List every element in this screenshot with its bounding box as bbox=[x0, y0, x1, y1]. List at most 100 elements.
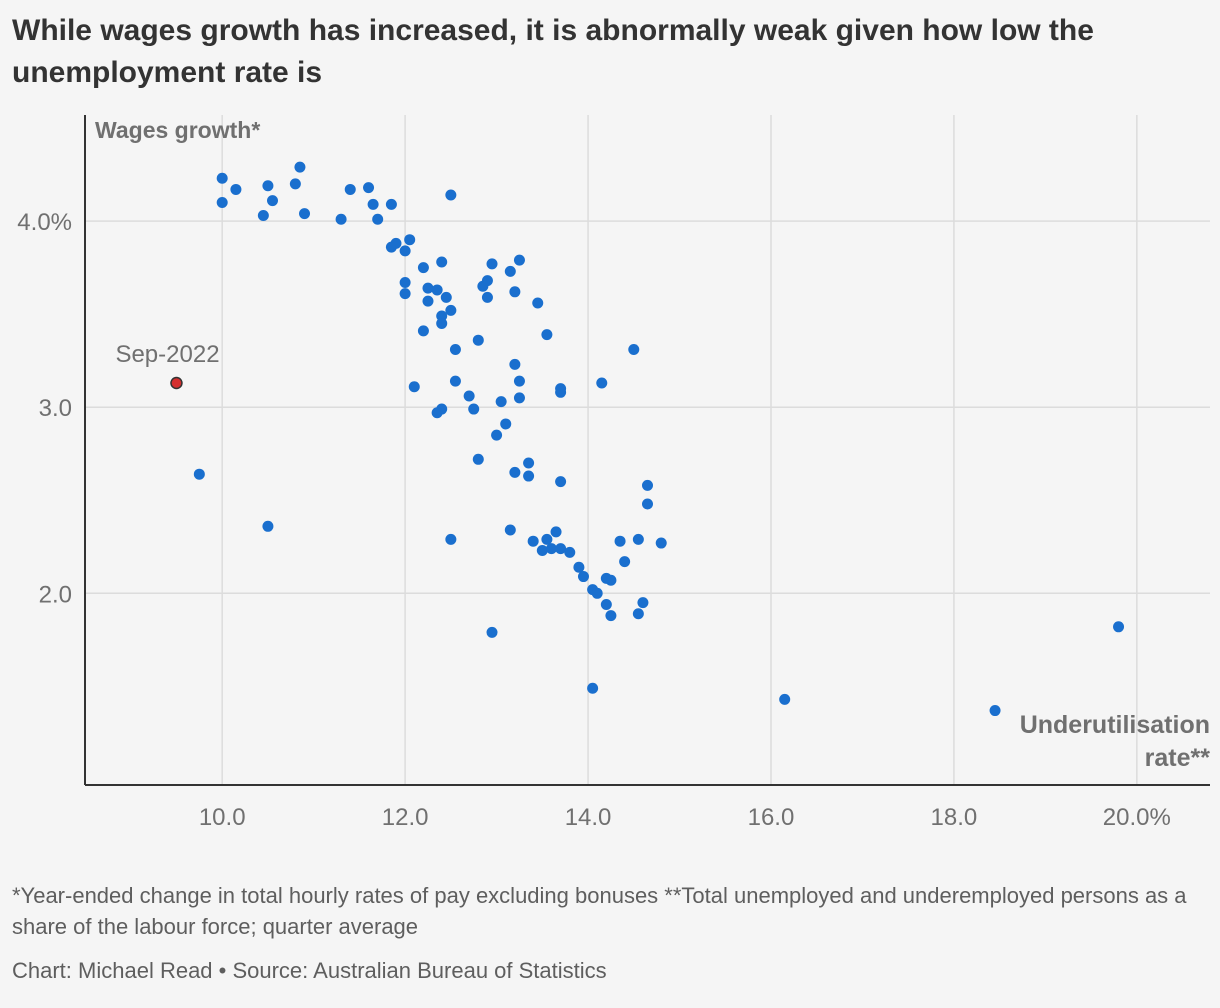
data-point bbox=[367, 198, 379, 210]
data-point bbox=[481, 291, 493, 303]
data-point bbox=[513, 375, 525, 387]
data-points bbox=[170, 161, 1125, 717]
data-point bbox=[417, 262, 429, 274]
data-point bbox=[523, 457, 535, 469]
data-point bbox=[216, 172, 228, 184]
data-point bbox=[463, 390, 475, 402]
data-point bbox=[573, 561, 585, 573]
data-point bbox=[632, 608, 644, 620]
x-tick-label: 12.0 bbox=[382, 804, 429, 831]
data-point bbox=[230, 183, 242, 195]
data-point bbox=[619, 556, 631, 568]
data-point bbox=[262, 180, 274, 192]
data-point bbox=[591, 587, 603, 599]
data-point bbox=[344, 183, 356, 195]
y-tick-label: 4.0% bbox=[17, 209, 72, 236]
data-point bbox=[779, 693, 791, 705]
data-point bbox=[294, 161, 306, 173]
data-point bbox=[404, 234, 416, 246]
data-point bbox=[509, 358, 521, 370]
data-point bbox=[431, 407, 443, 419]
data-point bbox=[614, 535, 626, 547]
data-point bbox=[436, 256, 448, 268]
data-point bbox=[390, 237, 402, 249]
data-point bbox=[408, 381, 420, 393]
data-point bbox=[637, 597, 649, 609]
data-point bbox=[491, 429, 503, 441]
data-point bbox=[541, 533, 553, 545]
chart-title: While wages growth has increased, it is … bbox=[12, 14, 1094, 89]
data-point bbox=[500, 418, 512, 430]
data-point bbox=[431, 284, 443, 296]
x-tick-label: 10.0 bbox=[199, 804, 246, 831]
data-point bbox=[527, 535, 539, 547]
data-point bbox=[989, 705, 1001, 717]
x-tick-label: 20.0% bbox=[1103, 804, 1171, 831]
data-point bbox=[509, 466, 521, 478]
x-tick-label: 16.0 bbox=[748, 804, 795, 831]
data-point bbox=[555, 476, 567, 488]
data-point bbox=[555, 386, 567, 398]
data-point bbox=[449, 375, 461, 387]
x-tick-label: 18.0 bbox=[931, 804, 978, 831]
axes bbox=[84, 115, 1210, 786]
data-point bbox=[642, 498, 653, 510]
chart-credit: Chart: Michael Read • Source: Australian… bbox=[12, 958, 607, 983]
annotations: Sep-2022 Wages growth* Underutilisation rat… bbox=[95, 117, 1210, 772]
data-point bbox=[372, 213, 384, 225]
x-axis-label: rate** bbox=[1145, 744, 1211, 772]
data-point bbox=[605, 574, 617, 586]
data-point bbox=[532, 297, 544, 309]
data-point bbox=[422, 295, 434, 307]
data-point bbox=[600, 598, 612, 610]
data-point bbox=[385, 198, 397, 210]
data-point bbox=[422, 282, 434, 294]
data-point bbox=[262, 520, 274, 532]
y-tick-label: 3.0 bbox=[39, 395, 72, 422]
data-point bbox=[545, 543, 557, 555]
data-point bbox=[440, 291, 452, 303]
data-point bbox=[445, 304, 457, 316]
data-point bbox=[481, 275, 493, 287]
data-point bbox=[513, 392, 525, 404]
data-point bbox=[399, 277, 411, 288]
data-point bbox=[541, 329, 553, 341]
y-axis-label: Wages growth* bbox=[95, 117, 260, 143]
data-point bbox=[257, 210, 269, 221]
data-point bbox=[504, 524, 516, 536]
data-point bbox=[550, 526, 562, 538]
data-point bbox=[363, 182, 375, 194]
data-point bbox=[605, 610, 617, 622]
data-point bbox=[596, 377, 608, 389]
data-point bbox=[486, 258, 498, 270]
data-point bbox=[577, 571, 589, 583]
data-point bbox=[1113, 621, 1125, 633]
data-point bbox=[335, 213, 347, 225]
data-point bbox=[555, 543, 567, 555]
x-axis-label: Underutilisation bbox=[1020, 711, 1210, 739]
scatter-chart: 10.0 12.0 14.0 16.0 18.0 20.0% 2.0 3.0 4.0% Sep-… bbox=[17, 115, 1210, 831]
data-point bbox=[299, 208, 311, 220]
data-point bbox=[449, 344, 461, 355]
data-point bbox=[513, 254, 525, 266]
data-point bbox=[445, 533, 457, 545]
gridlines bbox=[85, 115, 1210, 785]
data-point bbox=[193, 468, 205, 480]
footnote: *Year-ended change in total hourly rates… bbox=[12, 883, 1187, 939]
data-point bbox=[642, 479, 653, 491]
data-point bbox=[504, 265, 516, 277]
highlight-point bbox=[170, 376, 183, 390]
data-point bbox=[628, 344, 640, 355]
data-point bbox=[468, 403, 480, 415]
data-point bbox=[655, 537, 667, 549]
x-tick-label: 14.0 bbox=[565, 804, 612, 831]
data-point bbox=[399, 288, 411, 300]
data-point bbox=[509, 286, 521, 298]
data-point bbox=[564, 546, 576, 558]
data-point bbox=[417, 325, 429, 337]
y-tick-label: 2.0 bbox=[39, 581, 72, 608]
data-point bbox=[445, 189, 457, 201]
highlight-label: Sep-2022 bbox=[115, 341, 219, 368]
data-point bbox=[523, 470, 535, 482]
data-point bbox=[289, 178, 301, 190]
